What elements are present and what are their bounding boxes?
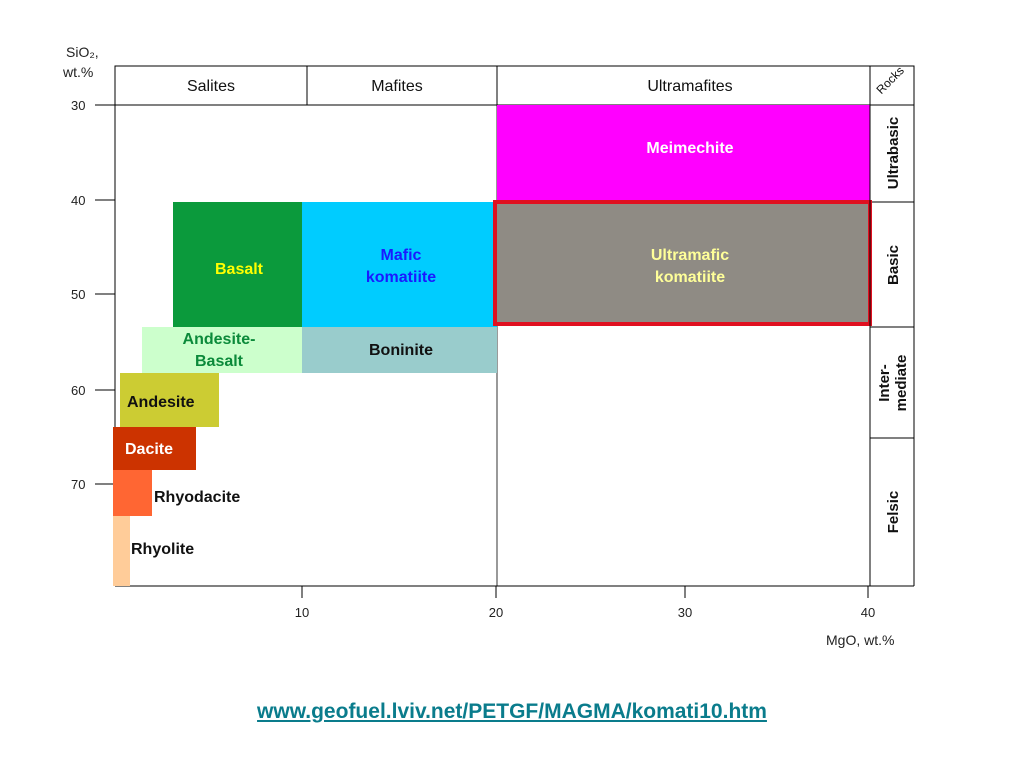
field-label-mafic-komatiite-2: komatiite (366, 269, 436, 286)
x-axis (301, 586, 869, 598)
header-rocks: Rocks (873, 63, 906, 96)
field-label-mafic-komatiite-1: Mafic (381, 247, 422, 264)
field-label-meimechite: Meimechite (646, 140, 733, 157)
field-mafic-komatiite (302, 202, 497, 327)
header-salites: Salites (187, 78, 235, 95)
field-label-andesite: Andesite (127, 394, 195, 411)
side-column (870, 201, 914, 439)
header-ultramafites: Ultramafites (647, 78, 732, 95)
source-link[interactable]: www.geofuel.lviv.net/PETGF/MAGMA/komati1… (257, 700, 767, 723)
field-meimechite (497, 105, 870, 202)
x-axis-title: MgO, wt.% (826, 632, 894, 648)
field-dacite (113, 427, 196, 470)
side-label-intermediate-1: Inter- (876, 364, 893, 402)
field-label-dacite: Dacite (125, 441, 173, 458)
side-label-felsic: Felsic (885, 491, 902, 534)
field-label-boninite: Boninite (369, 342, 433, 359)
x-tick-label: 10 (295, 605, 309, 620)
field-label-andesite-basalt-1: Andesite- (183, 331, 256, 348)
y-axis (95, 104, 115, 485)
header-mafites: Mafites (371, 78, 423, 95)
field-rhyodacite (113, 470, 152, 516)
side-label-intermediate-2: mediate (893, 355, 910, 412)
y-tick-label: 60 (71, 383, 85, 398)
y-tick-label: 30 (71, 98, 85, 113)
side-label-ultrabasic: Ultrabasic (885, 117, 902, 190)
field-basalt (173, 202, 302, 327)
field-label-ultramafic-komatiite-1: Ultramafic (651, 247, 729, 264)
field-rhyolite (113, 516, 130, 586)
field-label-ultramafic-komatiite-2: komatiite (655, 269, 725, 286)
field-label-rhyolite: Rhyolite (131, 541, 194, 558)
field-andesite (120, 373, 219, 427)
side-label-basic: Basic (885, 245, 902, 285)
field-label-andesite-basalt-2: Basalt (195, 353, 244, 370)
y-tick-label: 50 (71, 287, 85, 302)
field-ultramafic-komatiite (493, 200, 872, 326)
y-tick-label: 40 (71, 193, 85, 208)
field-label-rhyodacite: Rhyodacite (154, 489, 240, 506)
y-axis-title: SiO₂, (66, 44, 99, 60)
x-tick-label: 20 (489, 605, 503, 620)
x-tick-label: 40 (861, 605, 875, 620)
field-boninite (302, 327, 497, 373)
x-tick-label: 30 (678, 605, 692, 620)
y-axis-unit: wt.% (62, 64, 93, 80)
y-tick-label: 70 (71, 477, 85, 492)
field-andesite-basalt (142, 327, 302, 373)
field-label-basalt: Basalt (215, 261, 264, 278)
